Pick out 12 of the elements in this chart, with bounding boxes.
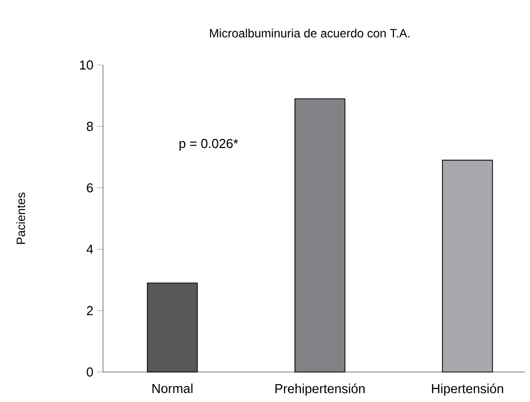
chart-title: Microalbuminuria de acuerdo con T.A. (210, 28, 410, 38)
x-tick-label: Prehipertensión (275, 384, 365, 396)
y-tick-label: 10 (80, 60, 93, 70)
y-axis-title: Pacientes (16, 192, 26, 244)
y-tick-label: 4 (86, 244, 94, 254)
y-tick-label: 8 (86, 122, 93, 131)
y-tick-label: 2 (86, 306, 93, 316)
annotation: p = 0.026* (180, 138, 238, 151)
x-tick-label: Normal (152, 384, 192, 394)
x-tick-label: Hipertensión (432, 384, 504, 396)
y-tick-label: 6 (86, 183, 93, 192)
y-tick-label: 0 (86, 367, 93, 377)
